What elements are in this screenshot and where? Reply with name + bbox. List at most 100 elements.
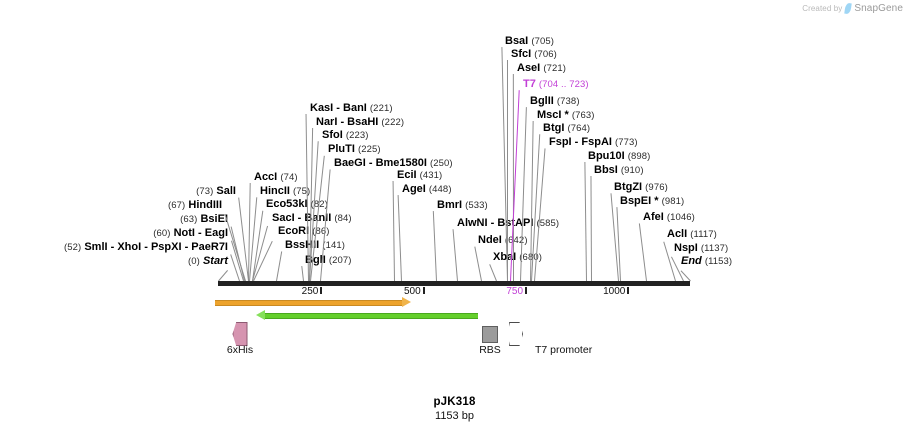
snapgene-watermark: Created by SnapGene: [802, 2, 903, 15]
enzyme-label-notI-eagI[interactable]: (60) NotI - EagI: [153, 228, 228, 240]
enzyme-label-smlI-xhoI-pspXI-paeR7I[interactable]: (52) SmlI - XhoI - PspXI - PaeR7I: [63, 241, 228, 254]
enzyme-label-kasI-banI[interactable]: KasI - BanI (221): [310, 103, 393, 115]
enzyme-label-afeI[interactable]: AfeI (1046): [643, 212, 695, 224]
feature-label-t7[interactable]: T7 (704 .. 723): [523, 79, 589, 91]
leader-line: [589, 175, 592, 282]
enzyme-name: SalI: [216, 185, 236, 197]
enzyme-name: AseI: [517, 62, 541, 74]
enzyme-label-pluTI[interactable]: PluTI (225): [328, 144, 381, 156]
enzyme-label-btgZI[interactable]: BtgZI (976): [614, 181, 668, 194]
enzyme-label-bpu10I[interactable]: Bpu10I (898): [588, 151, 651, 163]
enzyme-name: SfoI: [322, 129, 343, 141]
feature-rbs[interactable]: RBS: [477, 322, 503, 362]
enzyme-name: BmrI: [437, 199, 463, 211]
enzyme-label-start[interactable]: (0) Start: [187, 255, 228, 268]
enzyme-pos: (75): [293, 186, 311, 197]
feature-6xhis[interactable]: 6xHis: [227, 322, 253, 362]
enzyme-name: Start: [202, 255, 228, 267]
enzyme-pos: (52): [63, 242, 82, 253]
enzyme-name: FspI - FspAI: [549, 136, 612, 148]
enzyme-pos: (431): [419, 170, 443, 181]
enzyme-label-accI[interactable]: AccI (74): [254, 172, 298, 184]
sequence-backbone: [218, 281, 690, 286]
enzyme-name: BtgI: [543, 122, 565, 134]
enzyme-label-alwNI-bstAPI[interactable]: AlwNI - BstAPI (585): [457, 217, 559, 230]
enzyme-label-bglII[interactable]: BglII (738): [530, 95, 580, 108]
leader-line: [489, 264, 498, 282]
ruler-tick-750: [525, 287, 528, 294]
enzyme-label-bmrI[interactable]: BmrI (533): [437, 199, 488, 212]
enzyme-pos: (250): [430, 158, 453, 169]
enzyme-pos: (207): [328, 255, 352, 266]
enzyme-label-mscI[interactable]: MscI * (763): [537, 110, 595, 122]
enzyme-label-nspI[interactable]: NspI (1137): [674, 243, 728, 255]
enzyme-label-ndeI[interactable]: NdeI (642): [478, 235, 528, 247]
enzyme-label-ageI[interactable]: AgeI (448): [402, 184, 452, 196]
enzyme-name: XbaI: [493, 251, 517, 263]
enzyme-pos: (533): [465, 200, 488, 211]
enzyme-name: Eco53kI: [266, 198, 308, 210]
enzyme-label-bglI[interactable]: BglI (207): [305, 254, 352, 267]
ruler-label-250: 250: [301, 286, 319, 297]
enzyme-label-btgI[interactable]: BtgI (764): [543, 122, 591, 135]
enzyme-label-eciI[interactable]: EciI (431): [397, 170, 443, 182]
plasmid-title-block: pJK318 1153 bp: [0, 396, 909, 422]
enzyme-label-bssHII[interactable]: BssHII (141): [285, 239, 345, 252]
enzyme-label-sfoI[interactable]: SfoI (223): [322, 129, 369, 142]
enzyme-pos: (225): [357, 144, 381, 155]
enzyme-label-bspEI[interactable]: BspEI * (981): [620, 195, 685, 208]
enzyme-pos: (764): [567, 123, 591, 134]
feature-arrow-orange[interactable]: [215, 297, 411, 307]
enzyme-name: BglI: [305, 254, 326, 266]
enzyme-pos: (898): [627, 151, 651, 162]
square-icon: [482, 326, 498, 343]
enzyme-label-sacI-banII[interactable]: SacI - BanII (84): [272, 213, 352, 225]
enzyme-name: BtgZI: [614, 181, 643, 193]
enzyme-label-hindIII[interactable]: (67) HindIII: [168, 200, 222, 212]
enzyme-name: SmlI - XhoI - PspXI - PaeR7I: [84, 241, 228, 253]
enzyme-label-bsiEI[interactable]: (63) BsiEI: [180, 213, 228, 226]
feature-label-6xhis: 6xHis: [226, 344, 254, 356]
enzyme-name: BspEI *: [620, 195, 659, 207]
enzyme-name: EcoRI: [278, 225, 310, 237]
plasmid-name: pJK318: [433, 396, 476, 408]
enzyme-label-sfcI[interactable]: SfcI (706): [511, 49, 557, 61]
enzyme-name: BssHII: [285, 239, 320, 251]
enzyme-pos: (86): [312, 226, 330, 237]
arrow-head-right: [402, 297, 411, 307]
enzyme-pos: (60): [153, 228, 171, 239]
enzyme-pos: (222): [381, 117, 405, 128]
ruler-label-750: 750: [506, 286, 524, 297]
leader-line: [397, 195, 403, 282]
feature-t7-promoter[interactable]: T7 promoter: [503, 322, 592, 362]
enzyme-label-salI[interactable]: (73) SalI: [196, 185, 236, 198]
enzyme-pos: (981): [661, 196, 685, 207]
enzyme-label-aclI[interactable]: AclI (1117): [667, 229, 717, 241]
enzyme-name: BbsI: [594, 164, 618, 176]
enzyme-name: BsiEI: [200, 213, 228, 225]
enzyme-label-end[interactable]: End (1153): [681, 256, 732, 268]
enzyme-pos: (141): [322, 240, 345, 251]
enzyme-pos: (223): [345, 130, 369, 141]
arrow-head-left: [256, 310, 265, 320]
ruler-label-1000: 1000: [603, 286, 626, 297]
ruler-tick-500: [422, 287, 425, 294]
leader-line: [583, 162, 587, 282]
enzyme-name: AlwNI - BstAPI: [457, 217, 534, 229]
enzyme-label-hincII[interactable]: HincII (75): [260, 186, 311, 198]
leader-line: [275, 251, 282, 282]
enzyme-pos: (773): [615, 137, 638, 148]
leader-line: [392, 181, 396, 282]
ruler-label-500: 500: [403, 286, 421, 297]
enzyme-label-baeGI-bme1580I[interactable]: BaeGI - Bme1580I (250): [334, 158, 453, 170]
enzyme-label-ecoRI[interactable]: EcoRI (86): [278, 225, 330, 238]
feature-arrow-green[interactable]: [256, 310, 478, 320]
enzyme-label-narI-bsaHI[interactable]: NarI - BsaHI (222): [316, 117, 405, 129]
enzyme-label-aseI[interactable]: AseI (721): [517, 62, 566, 75]
enzyme-name: BglII: [530, 95, 554, 107]
enzyme-label-bsaI[interactable]: BsaI (705): [505, 36, 554, 48]
enzyme-label-bbsI[interactable]: BbsI (910): [594, 164, 644, 177]
enzyme-label-fspI-fspAI[interactable]: FspI - FspAI (773): [549, 136, 638, 149]
leader-line: [639, 223, 648, 282]
enzyme-pos: (0): [187, 256, 200, 267]
